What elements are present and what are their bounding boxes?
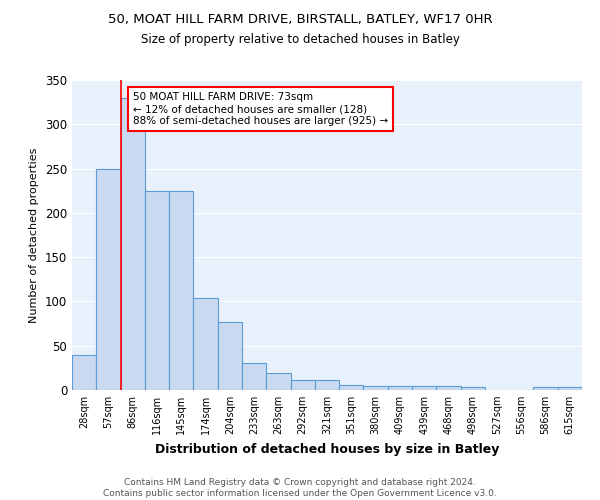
Bar: [364, 386, 388, 390]
Bar: [339, 384, 364, 390]
Bar: [558, 388, 582, 390]
Bar: [72, 354, 96, 390]
Text: 50, MOAT HILL FARM DRIVE, BIRSTALL, BATLEY, WF17 0HR: 50, MOAT HILL FARM DRIVE, BIRSTALL, BATL…: [107, 12, 493, 26]
Bar: [96, 168, 121, 390]
Text: 50 MOAT HILL FARM DRIVE: 73sqm
← 12% of detached houses are smaller (128)
88% of: 50 MOAT HILL FARM DRIVE: 73sqm ← 12% of …: [133, 92, 388, 126]
Text: Contains HM Land Registry data © Crown copyright and database right 2024.
Contai: Contains HM Land Registry data © Crown c…: [103, 478, 497, 498]
Bar: [461, 388, 485, 390]
Bar: [315, 380, 339, 390]
Bar: [533, 388, 558, 390]
Bar: [436, 386, 461, 390]
Bar: [266, 373, 290, 390]
Text: Size of property relative to detached houses in Batley: Size of property relative to detached ho…: [140, 32, 460, 46]
Bar: [121, 98, 145, 390]
Bar: [290, 380, 315, 390]
X-axis label: Distribution of detached houses by size in Batley: Distribution of detached houses by size …: [155, 442, 499, 456]
Bar: [169, 190, 193, 390]
Bar: [193, 298, 218, 390]
Bar: [218, 322, 242, 390]
Bar: [412, 386, 436, 390]
Bar: [242, 364, 266, 390]
Bar: [388, 386, 412, 390]
Bar: [145, 190, 169, 390]
Y-axis label: Number of detached properties: Number of detached properties: [29, 148, 40, 322]
